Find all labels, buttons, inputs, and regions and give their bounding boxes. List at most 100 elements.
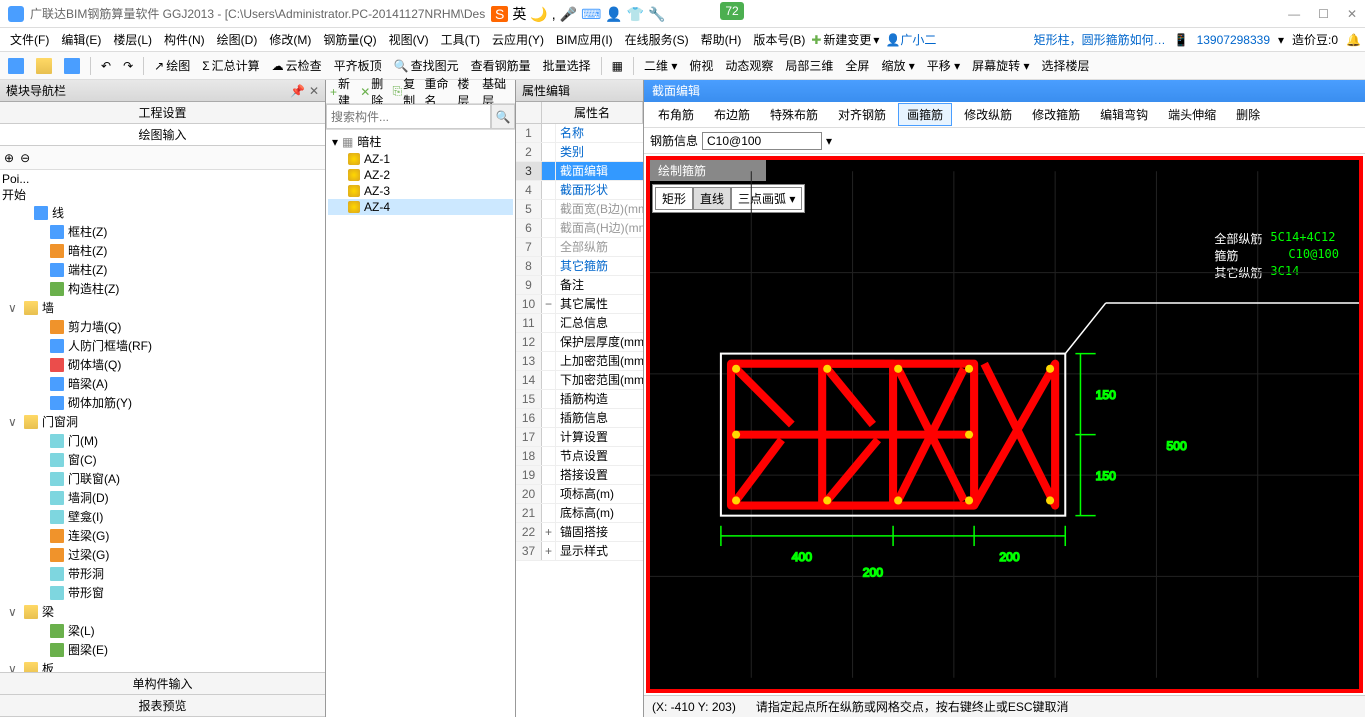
- property-row[interactable]: 5截面宽(B边)(mm: [516, 200, 643, 219]
- tree-item[interactable]: ∨板: [2, 659, 323, 672]
- user-name[interactable]: 广小二: [900, 31, 936, 48]
- instance-node[interactable]: AZ-1: [328, 151, 513, 167]
- tree-item[interactable]: 门(M): [2, 431, 323, 450]
- property-row[interactable]: 22+锚固搭接: [516, 523, 643, 542]
- section-tab[interactable]: 删除: [1228, 104, 1268, 125]
- tree-item[interactable]: 带形洞: [2, 564, 323, 583]
- toolbar-button[interactable]: Σ 汇总计算: [198, 55, 263, 76]
- property-row[interactable]: 8其它箍筋: [516, 257, 643, 276]
- menu-item[interactable]: 修改(M): [263, 31, 317, 48]
- menu-item[interactable]: 钢筋量(Q): [317, 31, 382, 48]
- close-button[interactable]: ✕: [1347, 7, 1357, 21]
- tree-item[interactable]: ∨门窗洞: [2, 412, 323, 431]
- instance-node[interactable]: AZ-2: [328, 167, 513, 183]
- search-input[interactable]: [326, 104, 491, 129]
- toolbar-button[interactable]: 🔍 查找图元: [390, 55, 463, 76]
- property-row[interactable]: 37+显示样式: [516, 542, 643, 561]
- property-row[interactable]: 10−其它属性: [516, 295, 643, 314]
- tree-item[interactable]: 砌体加筋(Y): [2, 393, 323, 412]
- tab-report-preview[interactable]: 报表预览: [0, 695, 325, 717]
- tree-item[interactable]: 框柱(Z): [2, 222, 323, 241]
- toolbar-button[interactable]: ☁ 云检查: [268, 55, 326, 76]
- toolbar-button[interactable]: 二维 ▾: [640, 55, 681, 76]
- tree-item[interactable]: 暗柱(Z): [2, 241, 323, 260]
- bell-icon[interactable]: 🔔: [1346, 33, 1361, 47]
- collapse-icon[interactable]: ⊖: [20, 151, 30, 165]
- toolbar-button[interactable]: 局部三维: [781, 55, 837, 76]
- tree-item[interactable]: 圈梁(E): [2, 640, 323, 659]
- new-change-button[interactable]: ✚ 新建变更 ▾: [811, 31, 879, 48]
- menu-item[interactable]: 绘图(D): [211, 31, 264, 48]
- expand-icon[interactable]: ⊕: [4, 151, 14, 165]
- instance-node[interactable]: AZ-4: [328, 199, 513, 215]
- section-tab[interactable]: 布角筋: [650, 104, 702, 125]
- property-row[interactable]: 17计算设置: [516, 428, 643, 447]
- help-link[interactable]: 矩形柱，圆形箍筋如何…: [1034, 31, 1166, 48]
- tree-item[interactable]: 构造柱(Z): [2, 279, 323, 298]
- rebar-info-input[interactable]: [702, 132, 822, 150]
- toolbar-button[interactable]: 批量选择: [539, 55, 595, 76]
- property-row[interactable]: 15插筋构造: [516, 390, 643, 409]
- menu-item[interactable]: 视图(V): [383, 31, 435, 48]
- toolbar-button[interactable]: 缩放 ▾: [877, 55, 918, 76]
- tab-single-input[interactable]: 单构件输入: [0, 673, 325, 695]
- tree-item[interactable]: 人防门框墙(RF): [2, 336, 323, 355]
- save-button[interactable]: [60, 56, 84, 76]
- section-canvas[interactable]: 绘制箍筋 矩形 直线 三点画弧 ▾ 全部纵筋5C14+4C12 箍筋C10@10…: [646, 156, 1363, 693]
- menu-item[interactable]: 编辑(E): [55, 31, 107, 48]
- menu-item[interactable]: 在线服务(S): [619, 31, 695, 48]
- pin-icon[interactable]: 📌: [290, 84, 305, 98]
- undo-button[interactable]: ↶: [97, 57, 115, 75]
- property-row[interactable]: 14下加密范围(mm: [516, 371, 643, 390]
- notification-badge[interactable]: 72: [720, 2, 744, 20]
- user-avatar-icon[interactable]: 👤: [885, 33, 900, 47]
- maximize-button[interactable]: ☐: [1318, 7, 1329, 21]
- search-button[interactable]: 🔍: [491, 104, 515, 129]
- component-instance-tree[interactable]: ▾▦暗柱AZ-1AZ-2AZ-3AZ-4: [326, 130, 515, 717]
- property-row[interactable]: 3截面编辑: [516, 162, 643, 181]
- section-tab[interactable]: 对齐钢筋: [830, 104, 894, 125]
- property-grid[interactable]: 属性名 1名称2类别3截面编辑4截面形状5截面宽(B边)(mm6截面高(H边)(…: [516, 102, 643, 717]
- toolbar-button[interactable]: 选择楼层: [1038, 55, 1094, 76]
- section-tab[interactable]: 修改箍筋: [1024, 104, 1088, 125]
- section-tab[interactable]: 特殊布筋: [762, 104, 826, 125]
- minimize-button[interactable]: —: [1288, 7, 1300, 21]
- toolbar-button[interactable]: 平齐板顶: [330, 55, 386, 76]
- section-tab[interactable]: 布边筋: [706, 104, 758, 125]
- menu-item[interactable]: 版本号(B): [747, 31, 811, 48]
- toolbar-button[interactable]: 屏幕旋转 ▾: [968, 55, 1033, 76]
- property-row[interactable]: 12保护层厚度(mm: [516, 333, 643, 352]
- property-row[interactable]: 11汇总信息: [516, 314, 643, 333]
- tree-item[interactable]: 过梁(G): [2, 545, 323, 564]
- menu-item[interactable]: 文件(F): [4, 31, 55, 48]
- sep-button[interactable]: ▦: [608, 57, 627, 75]
- tree-item[interactable]: ∨墙: [2, 298, 323, 317]
- tree-item[interactable]: 连梁(G): [2, 526, 323, 545]
- toolbar-button[interactable]: ↗ 绘图: [150, 55, 194, 76]
- tree-item[interactable]: 端柱(Z): [2, 260, 323, 279]
- property-row[interactable]: 9备注: [516, 276, 643, 295]
- component-tree[interactable]: Poi... 开始 线框柱(Z)暗柱(Z)端柱(Z)构造柱(Z)∨墙剪力墙(Q)…: [0, 170, 325, 672]
- new-file-button[interactable]: [4, 56, 28, 76]
- tree-item[interactable]: 墙洞(D): [2, 488, 323, 507]
- phone-number[interactable]: 13907298339: [1197, 33, 1270, 47]
- section-tab[interactable]: 端头伸缩: [1160, 104, 1224, 125]
- section-tab[interactable]: 修改纵筋: [956, 104, 1020, 125]
- menu-item[interactable]: 帮助(H): [695, 31, 748, 48]
- menu-item[interactable]: BIM应用(I): [550, 31, 619, 48]
- property-row[interactable]: 19搭接设置: [516, 466, 643, 485]
- dropdown-icon[interactable]: ▾: [826, 134, 832, 148]
- tree-item[interactable]: 窗(C): [2, 450, 323, 469]
- section-tab[interactable]: 画箍筋: [898, 103, 952, 126]
- menu-item[interactable]: 构件(N): [158, 31, 211, 48]
- tree-item[interactable]: 剪力墙(Q): [2, 317, 323, 336]
- tree-item[interactable]: 门联窗(A): [2, 469, 323, 488]
- toolbar-button[interactable]: 查看钢筋量: [467, 55, 535, 76]
- toolbar-button[interactable]: 动态观察: [721, 55, 777, 76]
- menu-item[interactable]: 云应用(Y): [486, 31, 550, 48]
- tree-item[interactable]: ∨梁: [2, 602, 323, 621]
- property-row[interactable]: 2类别: [516, 143, 643, 162]
- tab-drawing-input[interactable]: 绘图输入: [0, 124, 325, 146]
- toolbar-button[interactable]: 平移 ▾: [923, 55, 964, 76]
- section-tab[interactable]: 编辑弯钩: [1092, 104, 1156, 125]
